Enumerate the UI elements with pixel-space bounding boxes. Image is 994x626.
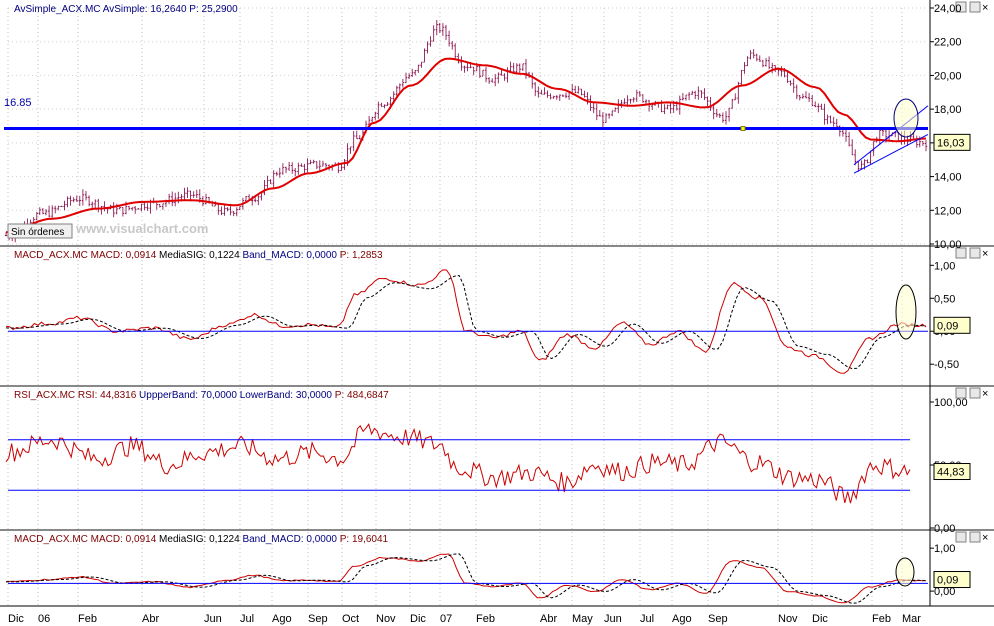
rsi-badge: 44,83 (937, 467, 965, 479)
rsi-tick-label: 0,00 (934, 523, 955, 535)
close-icon[interactable]: × (982, 2, 988, 14)
x-tick-label: Nov (778, 613, 798, 625)
macd-tick-label: 0,50 (934, 293, 955, 305)
macd-tick-label: 1,00 (934, 260, 955, 272)
x-tick-label: Mar (902, 613, 921, 625)
price-badge-box (933, 133, 971, 151)
panel-header: MACD_ACX.MC MACD: 0,0914 MediaSIG: 0,122… (14, 250, 383, 261)
price-tick-label: 18,00 (934, 104, 962, 116)
panel-header: RSI_ACX.MC RSI: 44,8316 UppperBand: 70,0… (14, 390, 389, 401)
x-tick-label: Ago (672, 613, 692, 625)
close-icon[interactable]: × (982, 532, 988, 544)
x-tick-label: Jul (240, 613, 254, 625)
macd2-badge-box (933, 571, 971, 589)
macd2-tick-label: 0,00 (934, 586, 955, 598)
hline-label: 16.85 (4, 97, 32, 109)
macd2-highlight-ellipse[interactable] (895, 557, 915, 587)
sin-ordenes-box[interactable] (7, 223, 73, 239)
price-tick-label: 20,00 (934, 70, 962, 82)
price-tick-label: 24,00 (934, 3, 962, 15)
macd-badge: 0,09 (937, 320, 958, 332)
x-tick-label: Sep (308, 613, 328, 625)
minimize-button[interactable] (955, 1, 967, 13)
maximize-button[interactable] (969, 387, 981, 399)
price-tick-label: 12,00 (934, 205, 962, 217)
line-handle[interactable] (740, 126, 746, 132)
watermark: www.visualchart.com (75, 221, 208, 236)
maximize-button[interactable] (969, 247, 981, 259)
price-tick-label: 10,00 (934, 239, 962, 251)
macd2-tick-label: 1,00 (934, 543, 955, 555)
macd-highlight-ellipse[interactable] (895, 284, 917, 340)
minimize-button[interactable] (955, 247, 967, 259)
x-tick-label: Feb (78, 613, 97, 625)
x-tick-label: Sep (708, 613, 728, 625)
rsi-badge-box (933, 463, 971, 481)
x-axis-band (0, 606, 994, 626)
close-icon[interactable]: × (982, 248, 988, 260)
sin-ordenes-label: Sin órdenes (11, 227, 64, 238)
rsi-line (5, 423, 911, 504)
price-tick-label: 14,00 (934, 172, 962, 184)
x-tick-label: Ago (272, 613, 292, 625)
x-tick-label: Dic (812, 613, 828, 625)
panel-header: MACD_ACX.MC MACD: 0,0914 MediaSIG: 0,122… (14, 534, 389, 545)
x-tick-label: Dic (410, 613, 426, 625)
x-tick-label: Abr (540, 613, 557, 625)
moving-average-line (5, 57, 927, 234)
x-tick-label: Nov (376, 613, 396, 625)
minimize-button[interactable] (955, 531, 967, 543)
x-tick-label: Jun (604, 613, 622, 625)
x-tick-label: Oct (342, 613, 359, 625)
trend-line-lower[interactable] (853, 133, 929, 174)
macd-tick-label: -0,50 (934, 359, 959, 371)
macd2-signal-line (6, 553, 927, 604)
x-tick-label: Feb (872, 613, 891, 625)
minimize-button[interactable] (955, 387, 967, 399)
macd2-badge: 0,09 (937, 575, 958, 587)
x-tick-label: Jul (640, 613, 654, 625)
highlight-ellipse[interactable] (893, 98, 919, 138)
x-tick-label: 07 (440, 613, 452, 625)
x-tick-label: Feb (476, 613, 495, 625)
maximize-button[interactable] (969, 531, 981, 543)
close-icon[interactable]: × (982, 388, 988, 400)
panel-header: AvSimple_ACX.MC AvSimple: 16,2640 P: 25,… (14, 4, 238, 15)
price-tick-label: 22,00 (934, 37, 962, 49)
x-tick-label: Abr (142, 613, 159, 625)
x-tick-label: 06 (38, 613, 50, 625)
macd-badge-box (933, 316, 971, 334)
rsi-tick-label: 100,00 (934, 397, 968, 409)
maximize-button[interactable] (969, 1, 981, 13)
price-badge: 16,03 (937, 137, 965, 149)
x-tick-label: May (572, 613, 593, 625)
x-tick-label: Jun (204, 613, 222, 625)
macd-signal-line (5, 274, 927, 370)
x-tick-label: Dic (8, 613, 24, 625)
